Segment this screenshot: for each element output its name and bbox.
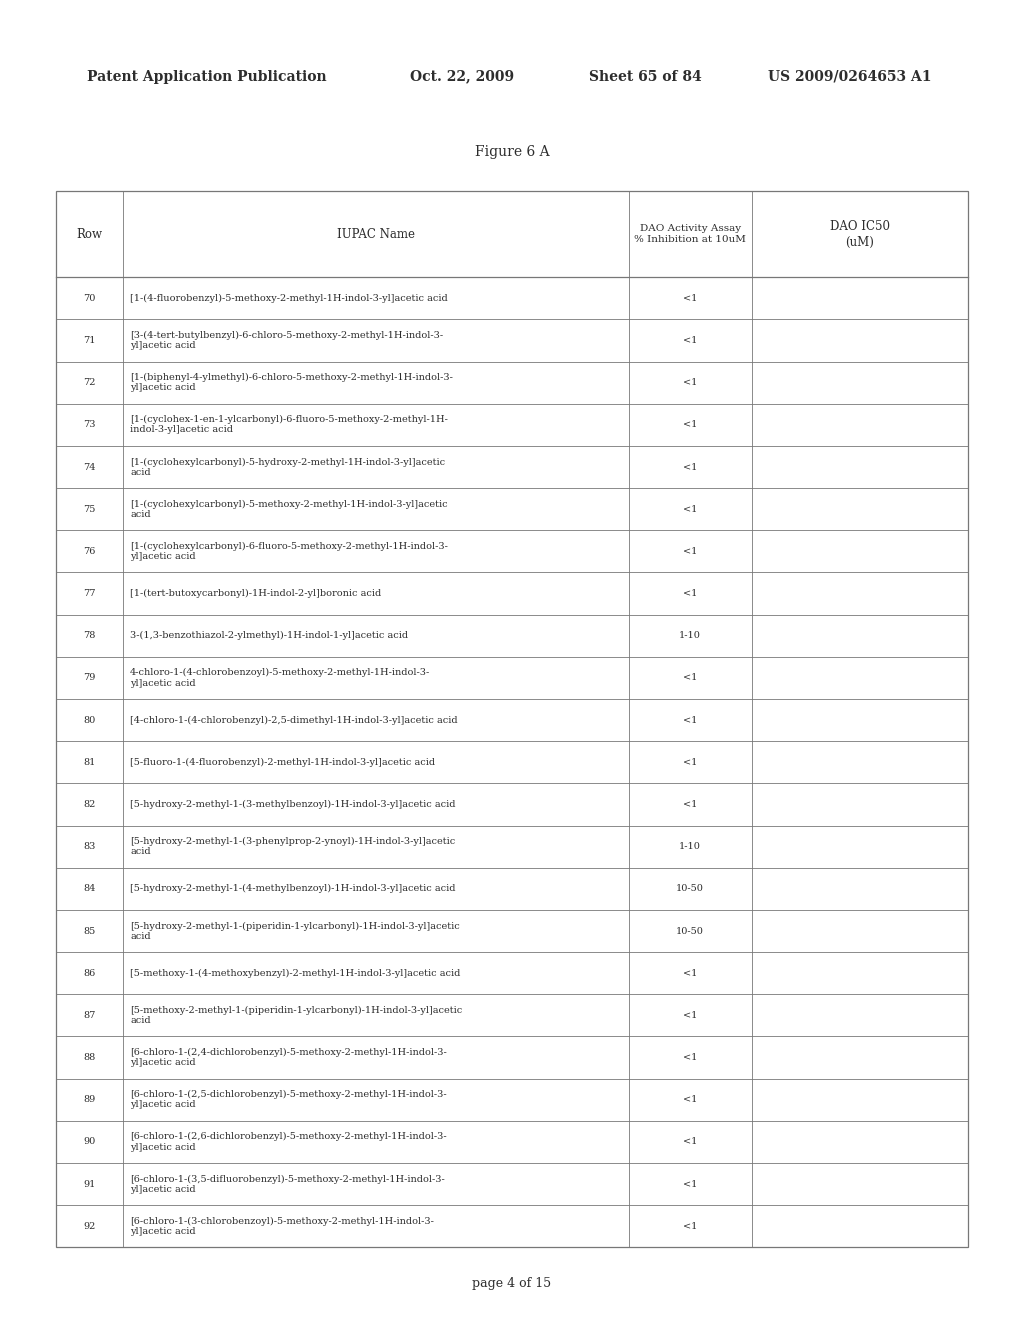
Text: [5-methoxy-1-(4-methoxybenzyl)-2-methyl-1H-indol-3-yl]acetic acid: [5-methoxy-1-(4-methoxybenzyl)-2-methyl-… — [130, 969, 461, 978]
Text: Figure 6 A: Figure 6 A — [475, 145, 549, 158]
Text: 87: 87 — [83, 1011, 96, 1020]
Text: [1-(cyclohex-1-en-1-ylcarbonyl)-6-fluoro-5-methoxy-2-methyl-1H-
indol-3-yl]aceti: [1-(cyclohex-1-en-1-ylcarbonyl)-6-fluoro… — [130, 416, 447, 434]
Text: <1: <1 — [683, 589, 697, 598]
Text: [1-(tert-butoxycarbonyl)-1H-indol-2-yl]boronic acid: [1-(tert-butoxycarbonyl)-1H-indol-2-yl]b… — [130, 589, 381, 598]
Text: <1: <1 — [683, 1053, 697, 1063]
Text: DAO IC50
(uM): DAO IC50 (uM) — [829, 220, 890, 248]
Text: 83: 83 — [83, 842, 96, 851]
Text: <1: <1 — [683, 1222, 697, 1230]
Text: 90: 90 — [84, 1138, 95, 1147]
Text: 70: 70 — [83, 294, 96, 302]
Text: 75: 75 — [83, 504, 96, 513]
Text: [6-chloro-1-(3,5-difluorobenzyl)-5-methoxy-2-methyl-1H-indol-3-
yl]acetic acid: [6-chloro-1-(3,5-difluorobenzyl)-5-metho… — [130, 1175, 444, 1193]
Text: <1: <1 — [683, 504, 697, 513]
Text: <1: <1 — [683, 800, 697, 809]
Text: 81: 81 — [83, 758, 96, 767]
Text: 80: 80 — [84, 715, 95, 725]
Text: [1-(cyclohexylcarbonyl)-5-hydroxy-2-methyl-1H-indol-3-yl]acetic
acid: [1-(cyclohexylcarbonyl)-5-hydroxy-2-meth… — [130, 458, 445, 477]
Text: [5-hydroxy-2-methyl-1-(4-methylbenzoyl)-1H-indol-3-yl]acetic acid: [5-hydroxy-2-methyl-1-(4-methylbenzoyl)-… — [130, 884, 456, 894]
Text: 1-10: 1-10 — [679, 631, 701, 640]
Text: [4-chloro-1-(4-chlorobenzyl)-2,5-dimethyl-1H-indol-3-yl]acetic acid: [4-chloro-1-(4-chlorobenzyl)-2,5-dimethy… — [130, 715, 458, 725]
Text: 3-(1,3-benzothiazol-2-ylmethyl)-1H-indol-1-yl]acetic acid: 3-(1,3-benzothiazol-2-ylmethyl)-1H-indol… — [130, 631, 409, 640]
Text: 88: 88 — [84, 1053, 95, 1063]
Bar — [56, 191, 968, 1247]
Text: <1: <1 — [683, 673, 697, 682]
Text: 10-50: 10-50 — [676, 927, 705, 936]
Text: <1: <1 — [683, 294, 697, 302]
Text: 77: 77 — [83, 589, 96, 598]
Text: 72: 72 — [83, 378, 96, 387]
Text: 78: 78 — [83, 631, 96, 640]
Text: 82: 82 — [83, 800, 96, 809]
Text: DAO Activity Assay
% Inhibition at 10uM: DAO Activity Assay % Inhibition at 10uM — [634, 224, 746, 244]
Text: Patent Application Publication: Patent Application Publication — [87, 70, 327, 83]
Text: <1: <1 — [683, 758, 697, 767]
Text: [5-methoxy-2-methyl-1-(piperidin-1-ylcarbonyl)-1H-indol-3-yl]acetic
acid: [5-methoxy-2-methyl-1-(piperidin-1-ylcar… — [130, 1006, 462, 1026]
Text: <1: <1 — [683, 378, 697, 387]
Text: 71: 71 — [83, 337, 96, 345]
Text: 4-chloro-1-(4-chlorobenzoyl)-5-methoxy-2-methyl-1H-indol-3-
yl]acetic acid: 4-chloro-1-(4-chlorobenzoyl)-5-methoxy-2… — [130, 668, 430, 688]
Text: 76: 76 — [83, 546, 96, 556]
Text: 84: 84 — [83, 884, 96, 894]
Text: 79: 79 — [83, 673, 96, 682]
Text: Row: Row — [77, 228, 102, 240]
Text: <1: <1 — [683, 1096, 697, 1105]
Text: [3-(4-tert-butylbenzyl)-6-chloro-5-methoxy-2-methyl-1H-indol-3-
yl]acetic acid: [3-(4-tert-butylbenzyl)-6-chloro-5-metho… — [130, 331, 443, 350]
Text: <1: <1 — [683, 1011, 697, 1020]
Text: <1: <1 — [683, 969, 697, 978]
Text: Sheet 65 of 84: Sheet 65 of 84 — [589, 70, 701, 83]
Text: 10-50: 10-50 — [676, 884, 705, 894]
Text: <1: <1 — [683, 337, 697, 345]
Text: [5-hydroxy-2-methyl-1-(3-methylbenzoyl)-1H-indol-3-yl]acetic acid: [5-hydroxy-2-methyl-1-(3-methylbenzoyl)-… — [130, 800, 456, 809]
Text: [5-hydroxy-2-methyl-1-(3-phenylprop-2-ynoyl)-1H-indol-3-yl]acetic
acid: [5-hydroxy-2-methyl-1-(3-phenylprop-2-yn… — [130, 837, 456, 857]
Text: 92: 92 — [83, 1222, 96, 1230]
Text: <1: <1 — [683, 462, 697, 471]
Text: 89: 89 — [84, 1096, 95, 1105]
Text: <1: <1 — [683, 715, 697, 725]
Text: <1: <1 — [683, 546, 697, 556]
Text: 74: 74 — [83, 462, 96, 471]
Text: [1-(4-fluorobenzyl)-5-methoxy-2-methyl-1H-indol-3-yl]acetic acid: [1-(4-fluorobenzyl)-5-methoxy-2-methyl-1… — [130, 294, 447, 302]
Text: page 4 of 15: page 4 of 15 — [472, 1276, 552, 1290]
Text: [6-chloro-1-(2,6-dichlorobenzyl)-5-methoxy-2-methyl-1H-indol-3-
yl]acetic acid: [6-chloro-1-(2,6-dichlorobenzyl)-5-metho… — [130, 1133, 446, 1151]
Text: 91: 91 — [83, 1180, 96, 1188]
Text: [5-hydroxy-2-methyl-1-(piperidin-1-ylcarbonyl)-1H-indol-3-yl]acetic
acid: [5-hydroxy-2-methyl-1-(piperidin-1-ylcar… — [130, 921, 460, 941]
Text: [6-chloro-1-(2,4-dichlorobenzyl)-5-methoxy-2-methyl-1H-indol-3-
yl]acetic acid: [6-chloro-1-(2,4-dichlorobenzyl)-5-metho… — [130, 1048, 446, 1067]
Text: [1-(biphenyl-4-ylmethyl)-6-chloro-5-methoxy-2-methyl-1H-indol-3-
yl]acetic acid: [1-(biphenyl-4-ylmethyl)-6-chloro-5-meth… — [130, 374, 453, 392]
Text: 85: 85 — [84, 927, 95, 936]
Text: IUPAC Name: IUPAC Name — [337, 228, 415, 240]
Text: 1-10: 1-10 — [679, 842, 701, 851]
Text: US 2009/0264653 A1: US 2009/0264653 A1 — [768, 70, 932, 83]
Text: 86: 86 — [84, 969, 95, 978]
Text: 73: 73 — [83, 420, 96, 429]
Text: [6-chloro-1-(2,5-dichlorobenzyl)-5-methoxy-2-methyl-1H-indol-3-
yl]acetic acid: [6-chloro-1-(2,5-dichlorobenzyl)-5-metho… — [130, 1090, 446, 1109]
Text: <1: <1 — [683, 420, 697, 429]
Text: Oct. 22, 2009: Oct. 22, 2009 — [410, 70, 514, 83]
Text: [1-(cyclohexylcarbonyl)-5-methoxy-2-methyl-1H-indol-3-yl]acetic
acid: [1-(cyclohexylcarbonyl)-5-methoxy-2-meth… — [130, 499, 447, 519]
Text: [5-fluoro-1-(4-fluorobenzyl)-2-methyl-1H-indol-3-yl]acetic acid: [5-fluoro-1-(4-fluorobenzyl)-2-methyl-1H… — [130, 758, 435, 767]
Text: [6-chloro-1-(3-chlorobenzoyl)-5-methoxy-2-methyl-1H-indol-3-
yl]acetic acid: [6-chloro-1-(3-chlorobenzoyl)-5-methoxy-… — [130, 1217, 434, 1236]
Text: [1-(cyclohexylcarbonyl)-6-fluoro-5-methoxy-2-methyl-1H-indol-3-
yl]acetic acid: [1-(cyclohexylcarbonyl)-6-fluoro-5-metho… — [130, 541, 447, 561]
Text: <1: <1 — [683, 1180, 697, 1188]
Text: <1: <1 — [683, 1138, 697, 1147]
